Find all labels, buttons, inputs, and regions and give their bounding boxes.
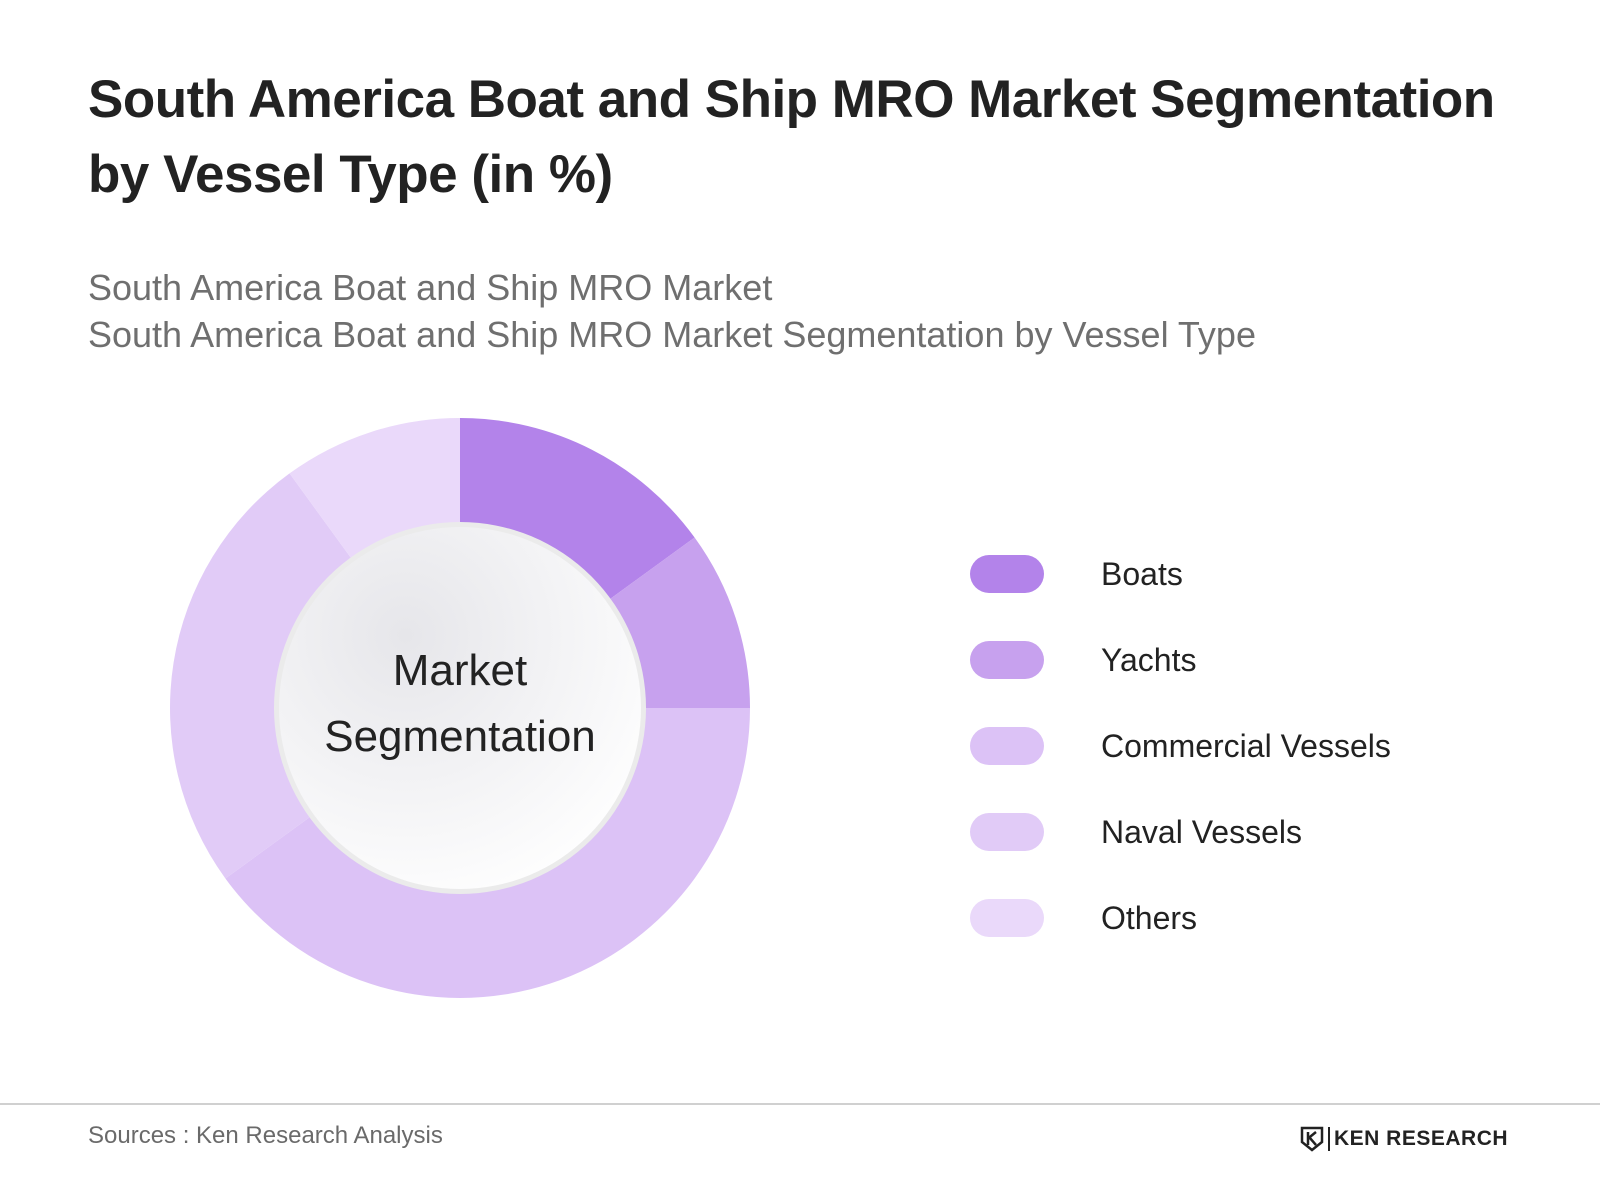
- legend-swatch-boats: [970, 555, 1044, 593]
- legend-label-boats: Boats: [1101, 556, 1183, 592]
- legend-swatch-others: [970, 899, 1044, 937]
- legend-label-naval-vessels: Naval Vessels: [1101, 814, 1302, 850]
- legend-label-others: Others: [1101, 900, 1198, 936]
- chart-subtitle-segmentation: South America Boat and Ship MRO Market S…: [88, 314, 1256, 355]
- source-note: Sources : Ken Research Analysis: [88, 1122, 443, 1149]
- footer-divider: [0, 1103, 1600, 1105]
- donut-center: [279, 527, 641, 889]
- legend-swatch-naval-vessels: [970, 813, 1044, 851]
- brand-name: KEN RESEARCH: [1334, 1127, 1509, 1150]
- legend-swatch-commercial-vessels: [970, 727, 1044, 765]
- legend-label-commercial-vessels: Commercial Vessels: [1101, 728, 1391, 764]
- chart-subtitle-market: South America Boat and Ship MRO Market: [88, 267, 773, 308]
- legend-swatch-yachts: [970, 641, 1044, 679]
- chart-title: South America Boat and Ship MRO Market S…: [88, 70, 1495, 204]
- center-label-line-1: Market: [393, 646, 527, 695]
- brand-separator: [1328, 1127, 1330, 1151]
- center-label-line-2: Segmentation: [324, 712, 596, 761]
- ken-research-logo-icon: [1300, 1126, 1324, 1152]
- legend-label-yachts: Yachts: [1101, 642, 1197, 678]
- brand-logo: KEN RESEARCH: [1300, 1124, 1508, 1154]
